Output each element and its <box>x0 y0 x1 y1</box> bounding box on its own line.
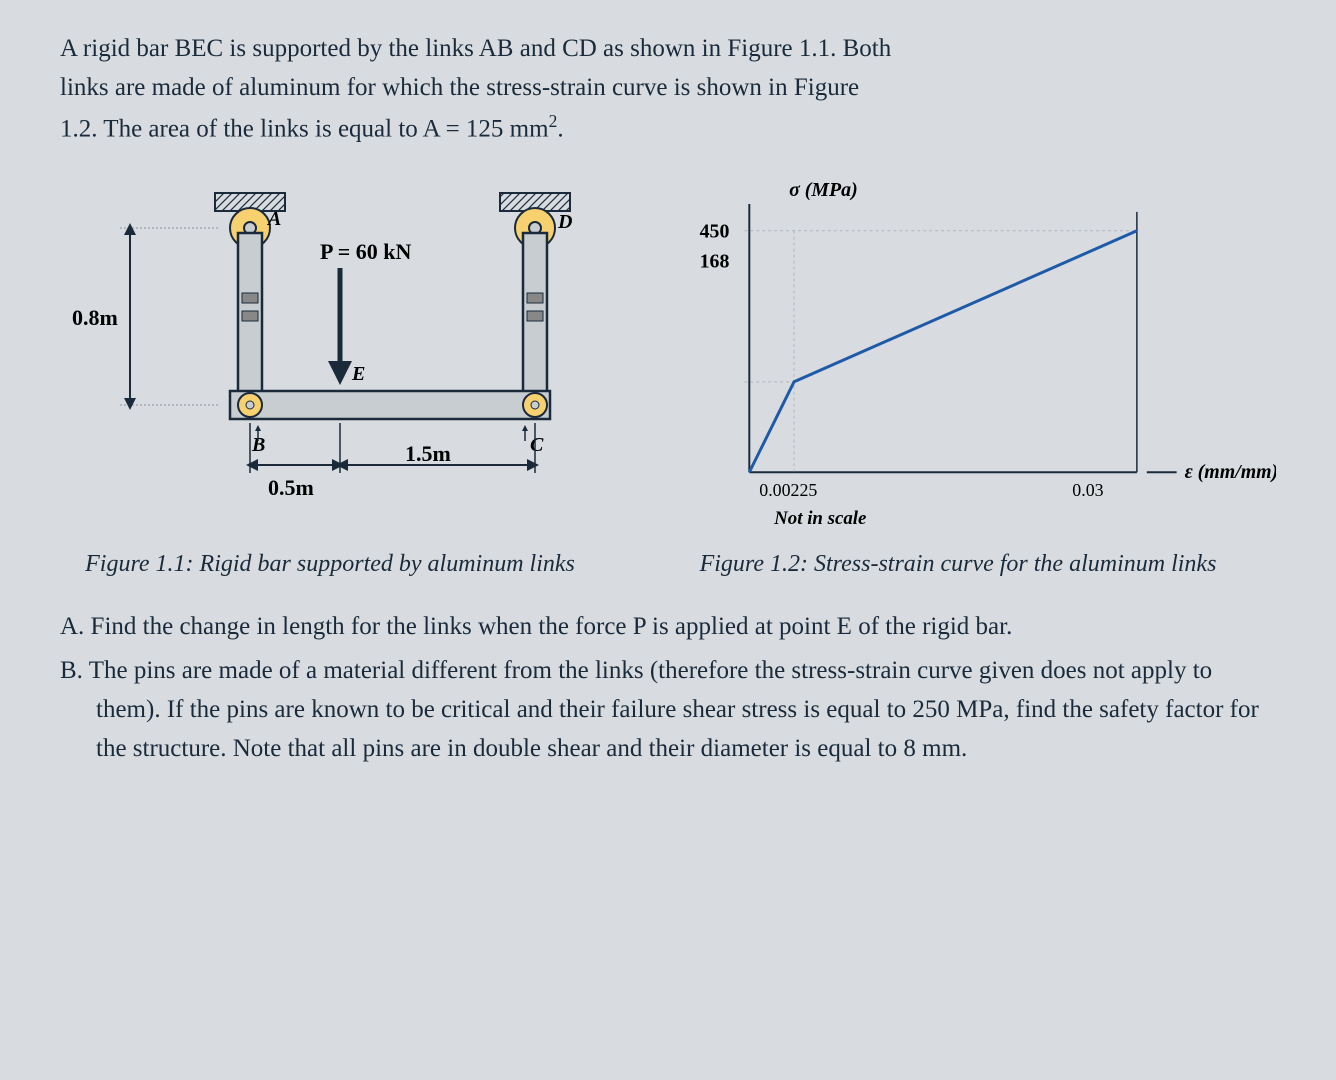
figure-1-2: σ (MPa) 450 168 0.00225 0.03 ε (mm/mm) <box>640 173 1276 533</box>
problem-statement: A rigid bar BEC is supported by the link… <box>60 30 1276 149</box>
label-E: E <box>351 363 365 385</box>
stress-strain-curve <box>749 230 1137 471</box>
question-A: A. Find the change in length for the lin… <box>60 608 1276 647</box>
dim-height: 0.8m <box>72 223 220 410</box>
questions: A. Find the change in length for the lin… <box>60 608 1276 769</box>
xtick-2: 0.03 <box>1072 480 1103 500</box>
figure2-caption: Figure 1.2: Stress-strain curve for the … <box>640 551 1276 578</box>
note-not-in-scale: Not in scale <box>773 508 866 529</box>
problem-line3b: . <box>557 115 563 142</box>
figure-1-1: A D B <box>60 173 600 533</box>
ytick-168: 168 <box>700 250 730 272</box>
label-A: A <box>266 208 281 230</box>
question-B: B. The pins are made of a material diffe… <box>60 652 1276 768</box>
y-axis-label: σ (MPa) <box>789 179 858 201</box>
label-P: P = 60 kN <box>320 239 411 264</box>
figure1-caption: Figure 1.1: Rigid bar supported by alumi… <box>60 551 600 578</box>
problem-line2: links are made of aluminum for which the… <box>60 74 859 101</box>
problem-line1: A rigid bar BEC is supported by the link… <box>60 35 891 62</box>
exponent: 2 <box>549 111 558 131</box>
ytick-450: 450 <box>700 220 730 242</box>
figures-row: A D B <box>60 173 1276 533</box>
label-C: C <box>530 434 544 456</box>
xtick-1: 0.00225 <box>759 480 817 500</box>
svg-text:0.5m: 0.5m <box>268 475 314 500</box>
problem-line3a: 1.2. The area of the links is equal to A… <box>60 115 549 142</box>
rigid-bar <box>230 391 550 419</box>
label-D: D <box>557 211 572 233</box>
svg-text:0.8m: 0.8m <box>72 305 118 330</box>
x-axis-label: ε (mm/mm) <box>1185 461 1276 483</box>
svg-text:1.5m: 1.5m <box>405 441 451 466</box>
dim-bottom: 0.5m 1.5m <box>246 423 539 500</box>
captions-row: Figure 1.1: Rigid bar supported by alumi… <box>60 551 1276 578</box>
